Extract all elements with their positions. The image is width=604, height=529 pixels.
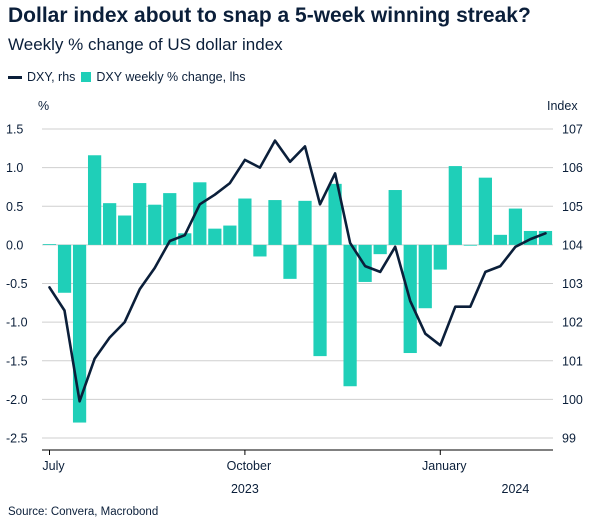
bar xyxy=(253,244,267,257)
left-tick-label: -2.5 xyxy=(6,432,28,446)
bar xyxy=(358,244,372,282)
bar xyxy=(388,190,402,245)
left-axis-unit: % xyxy=(38,99,49,113)
bar xyxy=(373,244,387,255)
bar xyxy=(208,228,222,245)
chart-subtitle: Weekly % change of US dollar index xyxy=(8,35,283,54)
dxy-line xyxy=(48,139,547,403)
right-tick-label: 103 xyxy=(562,277,583,291)
bar xyxy=(87,155,102,245)
bar xyxy=(268,200,282,245)
left-tick-label: 1.5 xyxy=(6,123,23,137)
year-label: 2023 xyxy=(231,482,259,496)
bar xyxy=(313,244,327,357)
bar xyxy=(283,244,297,279)
bar xyxy=(478,177,492,245)
bar xyxy=(343,244,357,387)
left-tick-label: -2.0 xyxy=(6,393,28,407)
left-tick-label: -1.0 xyxy=(6,316,28,330)
legend-line-label: DXY, rhs xyxy=(27,70,76,84)
bar xyxy=(42,244,57,245)
bar xyxy=(448,166,462,245)
right-tick-label: 100 xyxy=(562,393,583,407)
bar xyxy=(163,193,177,245)
bar xyxy=(193,182,207,245)
legend-line-swatch xyxy=(8,75,22,79)
right-tick-label: 101 xyxy=(562,354,583,368)
chart-title: Dollar index about to snap a 5-week winn… xyxy=(8,4,531,27)
bar xyxy=(148,204,162,245)
bar xyxy=(463,244,477,246)
right-tick-label: 102 xyxy=(562,316,583,330)
legend-bar-label: DXY weekly % change, lhs xyxy=(96,70,246,84)
legend: DXY, rhs DXY weekly % change, lhs xyxy=(8,70,246,84)
bar xyxy=(103,203,117,245)
left-tick-label: 1.0 xyxy=(6,161,23,175)
x-tick-label: October xyxy=(227,459,271,473)
legend-bar-swatch xyxy=(81,72,92,82)
right-tick-label: 106 xyxy=(562,161,583,175)
right-tick-label: 105 xyxy=(562,200,583,214)
bar xyxy=(418,244,432,309)
left-tick-label: -0.5 xyxy=(6,277,28,291)
bar xyxy=(508,208,523,245)
source-note: Source: Convera, Macrobond xyxy=(8,506,159,518)
left-tick-label: 0.5 xyxy=(6,200,23,214)
bar xyxy=(433,244,447,270)
bar xyxy=(493,234,508,245)
bar xyxy=(118,215,132,245)
bar xyxy=(328,183,342,245)
bar xyxy=(238,198,252,245)
right-tick-label: 104 xyxy=(562,238,583,252)
x-tick-label: July xyxy=(42,459,65,473)
x-tick-label: January xyxy=(422,459,467,473)
bar xyxy=(133,183,147,245)
bar xyxy=(57,244,72,293)
right-tick-label: 99 xyxy=(562,432,576,446)
right-tick-label: 107 xyxy=(562,123,583,137)
bar xyxy=(178,233,192,245)
left-tick-label: 0.0 xyxy=(6,238,23,252)
bar xyxy=(223,225,237,245)
bar xyxy=(298,200,312,245)
left-tick-label: -1.5 xyxy=(6,354,28,368)
year-label: 2024 xyxy=(502,482,530,496)
right-axis-unit: Index xyxy=(547,99,578,113)
